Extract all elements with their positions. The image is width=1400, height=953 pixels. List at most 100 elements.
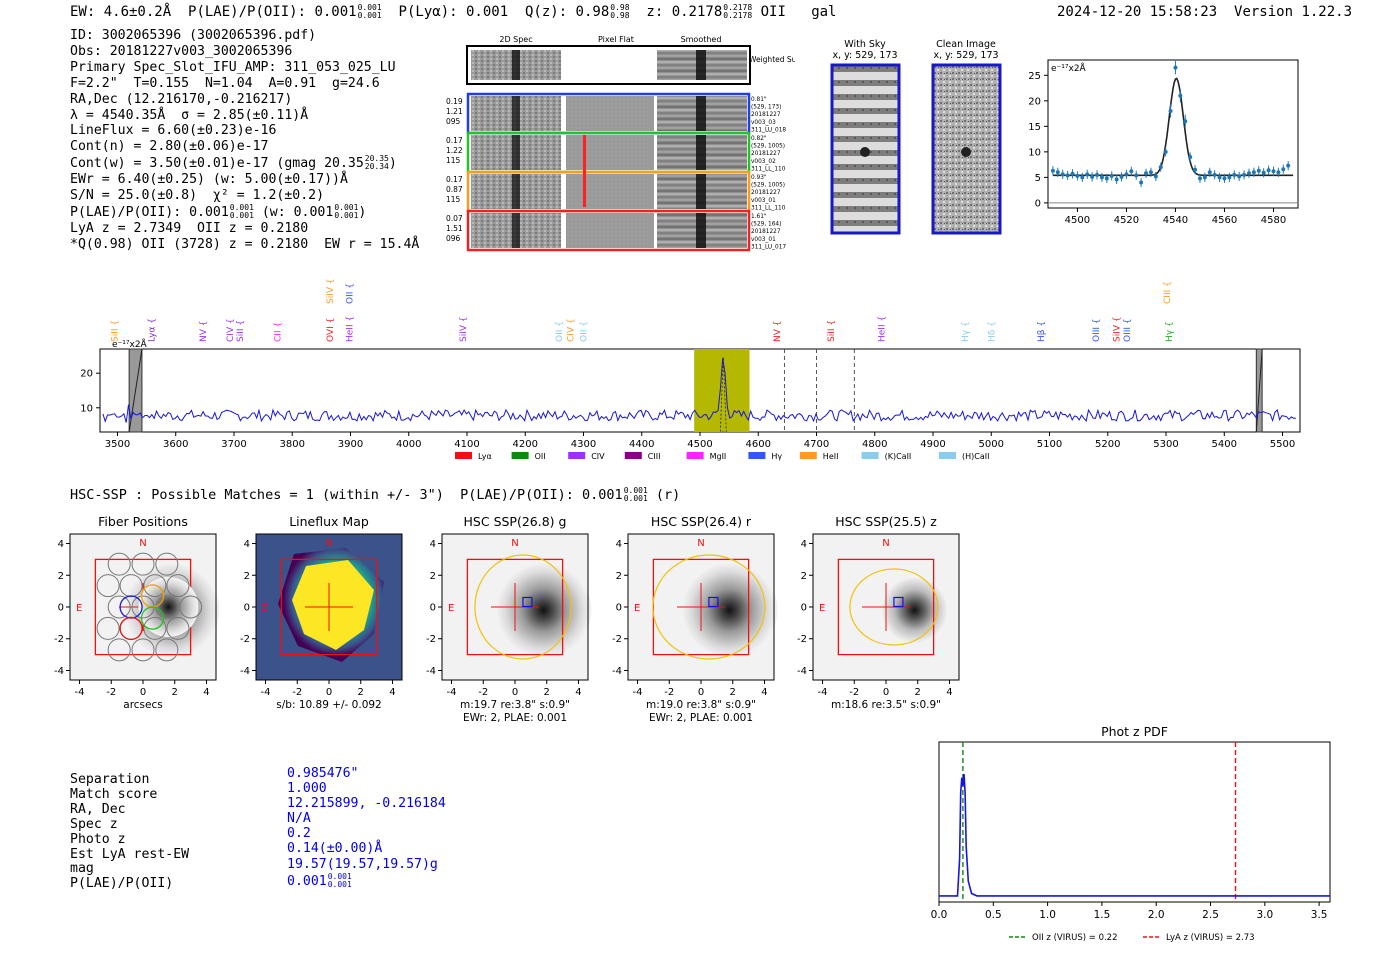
zoom-point [1163,149,1168,154]
hsc-panel: HSC SSP(26.8) g N E -4 -4 -2 -2 0 0 2 2 4 4 m:19.7 re… [426,514,592,724]
spectrum-line-label: Hγ { [1165,321,1175,342]
hsc-xtick-label: 0 [140,687,146,698]
photz-axes [938,741,1331,903]
zoom-xtick-label: 4560 [1212,215,1237,226]
col-smooth-label: Smoothed [681,35,722,44]
zoom-point [1114,177,1119,182]
header-version: Version 1.22.3 [1234,4,1353,20]
zoom-point [1129,169,1134,174]
spectrum-line-label: Hβ { [1037,321,1047,342]
cutout-row-right: 311_LL_110 [751,166,786,172]
cutout-row-right: v003_01 [751,198,776,204]
info-radec: RA,Dec (12.216170,-0.216217) [70,91,293,107]
zoom-point [1158,165,1163,170]
zoom-point [1148,170,1153,175]
svg-text:SiII {: SiII { [111,320,121,342]
hsc-xtick-label: 4 [946,687,952,698]
hsc-xtick-label: -4 [261,687,271,698]
spectrum-line-label: HeII { [878,316,888,342]
header-timestamp: 2024-12-20 15:58:23 Version 1.22.3 [1057,4,1352,20]
zoom-axes [1047,59,1299,209]
match-label: Match score [70,787,158,802]
spectrum-xtick-label: 5500 [1270,439,1295,450]
svg-text:CIV {: CIV { [226,318,236,342]
east-label: E [76,603,82,614]
fiber-highlight [119,616,143,641]
info-lyaz: LyA z = 2.7349 OII z = 0.2180 [70,220,309,236]
hsc-caption: m:19.7 re:3.8" s:0.9" [460,699,570,711]
header-plya: P(Lyα): 0.001 [398,4,509,20]
photz-xtick-label: 2.0 [1148,909,1165,921]
spectrum-line-label: NV { [199,321,209,342]
zoom-point [1085,172,1090,177]
hsc-xtick-label: -4 [633,687,643,698]
svg-text:OIII {: OIII { [1123,318,1133,342]
zoom-point [1134,173,1139,178]
hsc-xtick-label: -2 [849,687,859,698]
zoom-ytick-label: 10 [1028,147,1041,158]
svg-text:CIV {: CIV { [567,318,577,342]
svg-text:SiII {: SiII { [236,320,246,342]
hsc-xtick-label: 0 [698,687,704,698]
spectrum-line-label: OVI { [326,318,336,342]
spectrum-line-label: SiIV { [1113,316,1123,342]
info-plae: P(LAE)/P(OII): 0.001 0.001 0.001 (w: 0.001… [70,202,367,220]
zoom-xtick-label: 4520 [1114,215,1139,226]
spectrum-line-label: Lyα { [147,318,157,342]
photz-xtick-label: 1.0 [1039,909,1056,921]
match-label: RA, Dec [70,802,126,817]
spectrum-line-label: SiII { [236,320,246,342]
east-label: E [262,603,268,614]
match-value: N/A [287,811,311,826]
photz-title: Phot z PDF [1101,724,1168,739]
hsc-ytick-label: -4 [797,666,807,677]
zoom-point [1197,176,1202,181]
svg-text:Lyα {: Lyα { [147,318,157,342]
clean-xy: x, y: 529, 173 [933,50,998,61]
match-value: 19.57(19.57,19.57)g [287,857,438,872]
header-plae: P(LAE)/P(OII): 0.001 [188,4,357,20]
cutout-row-right: 20181227 [751,112,781,118]
spectrum-legend-swatch [624,452,642,459]
header-datetime: 2024-12-20 15:58:23 [1057,4,1218,20]
cutout-row-left: 096 [446,234,461,243]
spectrum-xtick-label: 4300 [571,439,596,450]
spectrum-legend-label: (H)CaII [962,452,989,461]
hsc-xtick-label: 4 [389,687,395,698]
zoom-ylabel: e⁻¹⁷x2Å [1051,62,1087,74]
hsc-xtick-label: 2 [915,687,921,698]
photz-xtick-label: 3.0 [1256,909,1273,921]
cutout-row-frame [466,209,751,252]
svg-text:OIII {: OIII { [1092,318,1102,342]
spectrum-line-label: CIV { [567,318,577,342]
hsc-panel-title: HSC SSP(26.4) r [651,514,752,529]
zoom-point [1144,171,1149,176]
zoom-point [1232,172,1237,177]
svg-text:OII {: OII { [345,283,355,304]
zoom-point [1168,109,1173,114]
spectrum-line-label: CIV { [226,318,236,342]
north-label: N [511,538,518,549]
cutout-row-right: (529, 173) [751,105,781,111]
hsc-xtick-label: 2 [730,687,736,698]
hsc-panels: Fiber Positions N E -4 -4 -2 -2 0 0 2 2 4 4 arcsecs Li… [54,514,960,724]
cutout-row-right: 0.93" [751,175,767,181]
hsc-panel: HSC SSP(25.5) z N E -4 -4 -2 -2 0 0 2 2 4 4 m:18.6 re… [797,514,960,711]
spectrum-ytick-label: 20 [80,369,93,380]
hsc-panel: Fiber Positions N E -4 -4 -2 -2 0 0 2 2 4 4 arcsecs [54,514,220,711]
zoom-ytick-label: 15 [1028,122,1041,133]
spectrum-xtick-label: 4700 [804,439,829,450]
hsc-ytick-label: -2 [54,634,64,645]
svg-text:CII {: CII { [274,322,284,342]
east-label: E [819,603,825,614]
with-sky-xy: x, y: 529, 173 [832,50,897,61]
cutout-row-right: (529, 1005) [751,144,785,150]
spectrum-xtick-label: 3600 [163,439,188,450]
hsc-ytick-label: 0 [58,603,64,614]
zoom-point [1237,174,1242,179]
col-2d-label: 2D Spec [499,35,532,44]
match-value: 1.000 [287,781,327,796]
hsc-ytick-label: 4 [58,539,64,550]
zoom-xtick-label: 4580 [1261,215,1286,226]
